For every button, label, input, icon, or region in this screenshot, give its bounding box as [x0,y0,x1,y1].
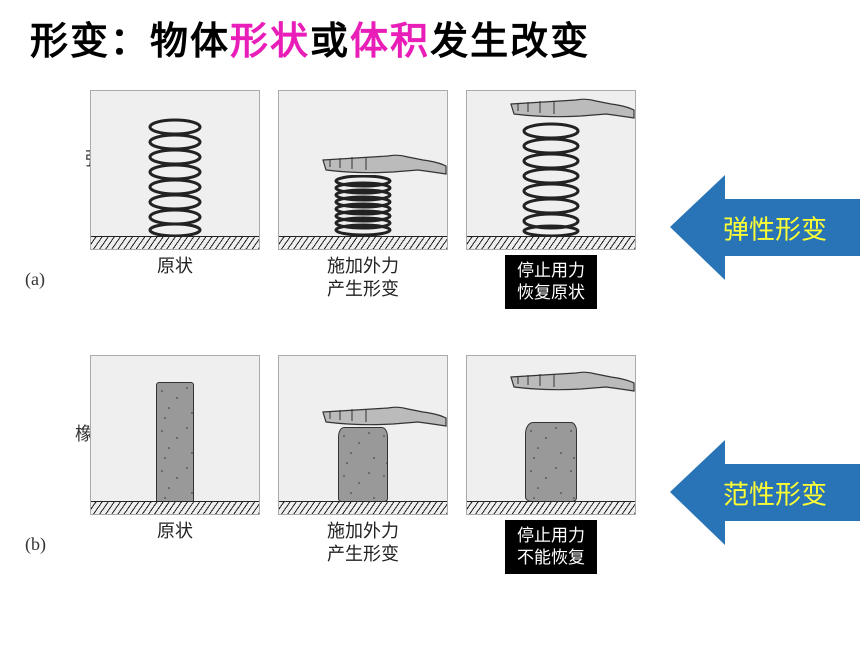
panel-img-b3 [466,355,636,515]
black-label-b3: 停止用力 不能恢复 [505,520,597,574]
arrow-elastic: 弹性形变 [670,175,860,280]
arrow-elastic-label: 弹性形变 [670,209,860,246]
black-label-a3: 停止用力 恢复原状 [505,255,597,309]
diagram-area: (a) 弹簧 原状 [30,90,670,630]
arrow-plastic: 范性形变 [670,440,860,545]
panel-img-b1 [90,355,260,515]
panel-img-b2 [278,355,448,515]
hand-icon-a2 [318,142,448,177]
hand-icon-b2 [318,397,448,429]
row-clay: (b) 橡皮泥 原状 施加外力 产生形变 [30,355,670,620]
row-spring: (a) 弹簧 原状 [30,90,670,355]
spring-restored-icon [519,122,583,237]
caption-a1: 原状 [157,255,193,278]
title-part-3: 发生改变 [430,21,590,63]
title-part-1: 形变：物体 [30,21,230,63]
panel-b1: 原状 [85,355,265,620]
panel-img-a2 [278,90,448,250]
title-part-2: 或 [310,21,350,63]
panel-a1: 原状 [85,90,265,355]
arrow-plastic-label: 范性形变 [670,474,860,511]
caption-b2: 施加外力 产生形变 [327,520,399,567]
panel-a2: 施加外力 产生形变 [273,90,453,355]
clay-squished-icon-b2 [338,427,388,502]
clay-icon-b1 [156,382,194,502]
row-label-a: (a) [25,269,45,290]
caption-a2: 施加外力 产生形变 [327,255,399,302]
title-highlight-1: 形状 [230,21,310,63]
clay-deformed-icon-b3 [525,422,577,502]
panel-a3: 停止用力 恢复原状 [461,90,641,355]
spring-compressed-icon [331,175,395,237]
panel-img-a1 [90,90,260,250]
hand-icon-b3 [506,364,636,394]
panel-img-a3 [466,90,636,250]
spring-icon [145,117,205,237]
panel-b2: 施加外力 产生形变 [273,355,453,620]
panel-b3: 停止用力 不能恢复 [461,355,641,620]
title-highlight-2: 体积 [350,21,430,63]
hand-icon-a3 [506,91,636,121]
page-title: 形变：物体形状或体积发生改变 [30,10,590,65]
row-label-b: (b) [25,534,46,555]
caption-b1: 原状 [157,520,193,543]
